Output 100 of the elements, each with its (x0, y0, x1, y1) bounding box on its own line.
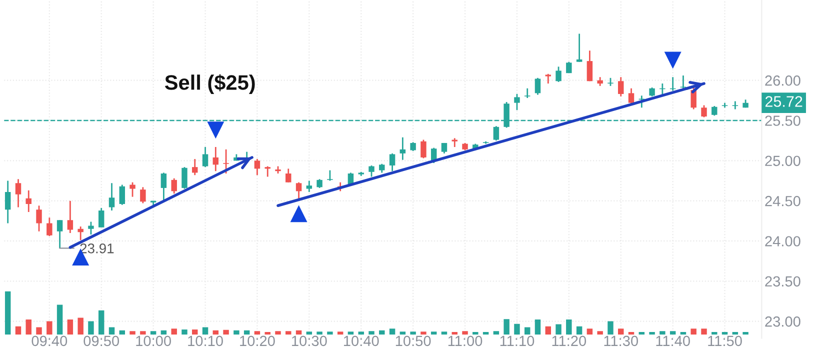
bar (660, 331, 666, 335)
bar (4, 291, 11, 335)
bar (223, 330, 229, 335)
bar (452, 332, 458, 335)
bar (348, 332, 354, 335)
candlestick (732, 100, 738, 110)
bar (275, 331, 281, 335)
candlestick (202, 146, 208, 168)
y-tick-label: 26.00 (765, 75, 800, 86)
bar (712, 332, 718, 335)
x-tick-label: 11:30 (604, 336, 638, 346)
bar (701, 328, 707, 335)
bar (15, 326, 22, 335)
bar (576, 326, 582, 335)
bar (150, 331, 156, 335)
candlestick (160, 172, 167, 202)
bar (504, 319, 510, 335)
bar (628, 332, 634, 335)
x-tick-label: 09:40 (32, 336, 68, 346)
bar (524, 327, 530, 335)
candlestick (119, 184, 125, 206)
bar (722, 332, 728, 335)
bar (264, 332, 270, 335)
candlestick (140, 186, 146, 204)
bar (26, 320, 32, 335)
bar (337, 332, 344, 335)
bar (430, 332, 437, 335)
bar (67, 320, 74, 335)
bar (732, 332, 738, 335)
candlestick (701, 104, 707, 118)
bar (98, 310, 104, 335)
candlestick (545, 73, 552, 84)
candlestick (264, 166, 270, 178)
x-tick-label: 10:10 (188, 336, 223, 346)
annotation: 25.72 (765, 96, 802, 107)
bar (597, 331, 603, 335)
candlestick (88, 221, 94, 236)
candlestick (130, 182, 136, 198)
x-tick-label: 11:20 (552, 336, 586, 346)
x-tick-label: 10:20 (240, 336, 275, 346)
candlestick (108, 182, 115, 212)
bar (286, 331, 292, 335)
bar (472, 332, 478, 335)
candlestick (182, 166, 188, 190)
point (207, 122, 224, 139)
candlestick (67, 200, 74, 234)
candlestick (98, 207, 104, 228)
candlestick (4, 180, 11, 224)
bar (56, 304, 63, 335)
bar (462, 331, 468, 335)
bar (46, 321, 52, 335)
candlestick (368, 164, 374, 178)
bar (400, 332, 406, 335)
candlestick (400, 136, 406, 161)
bar (171, 328, 177, 335)
candlestick (534, 77, 541, 96)
y-tick-label: 23.50 (765, 276, 800, 287)
bar (545, 326, 552, 335)
x-tick-label: 10:40 (344, 336, 379, 346)
bar (192, 329, 198, 335)
y-tick-label: 24.50 (765, 196, 800, 206)
bar (482, 332, 489, 335)
candlestick (524, 88, 530, 99)
bar (680, 332, 686, 335)
bar (742, 332, 748, 335)
candlestick (576, 33, 582, 63)
x-tick-label: 10:50 (396, 336, 431, 346)
bar (441, 332, 448, 335)
y-tick-label: 24.00 (765, 236, 800, 246)
candlestick (286, 168, 292, 184)
bar (108, 327, 115, 335)
bar (202, 327, 208, 335)
bar (316, 332, 322, 335)
bar (368, 331, 374, 335)
point (290, 205, 308, 222)
bar (618, 328, 624, 335)
bar (493, 331, 500, 335)
bar (88, 321, 94, 335)
bar (690, 328, 696, 335)
candlestick (56, 219, 63, 249)
candlestick (618, 76, 624, 98)
candlestick (327, 170, 333, 182)
bar (389, 328, 396, 335)
x-tick-label: 11:40 (656, 336, 690, 346)
candlestick (46, 216, 52, 237)
bar (327, 332, 333, 335)
candlestick (78, 226, 84, 241)
bar (608, 321, 614, 335)
x-tick-label: 11:50 (708, 336, 742, 346)
candlestick (254, 158, 260, 176)
bar (358, 332, 364, 335)
y-tick-label: 25.50 (765, 116, 800, 126)
candlestick (389, 152, 396, 172)
candlestick (15, 178, 22, 208)
bar (234, 330, 240, 335)
y-tick-label: 23.00 (765, 316, 800, 327)
bar (586, 328, 593, 335)
candlestick (712, 105, 718, 116)
bar (36, 327, 42, 335)
bar (556, 324, 562, 335)
